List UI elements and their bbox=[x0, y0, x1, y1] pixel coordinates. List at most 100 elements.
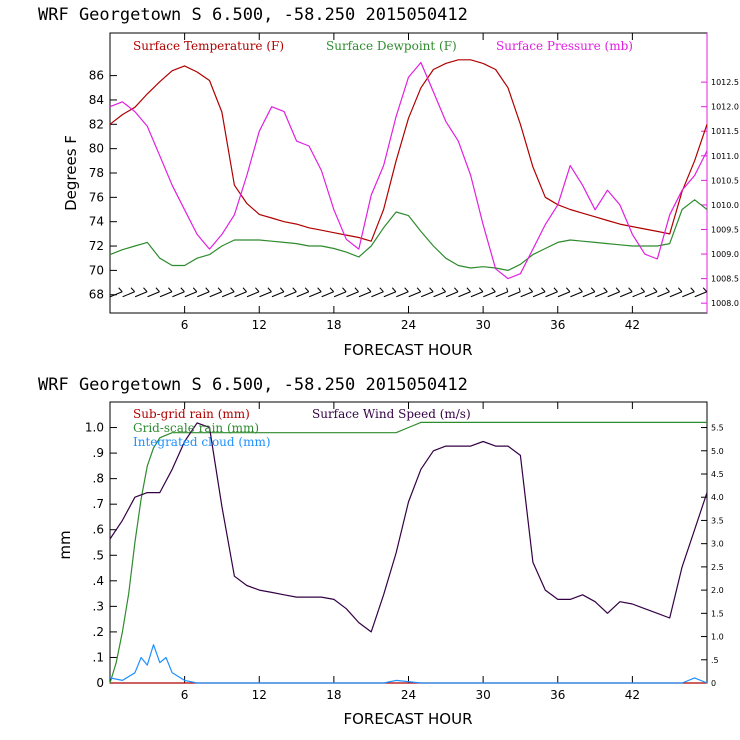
wind-barb-flag bbox=[541, 287, 546, 293]
wind-barb bbox=[259, 291, 272, 298]
wind-barb-flag bbox=[404, 287, 409, 293]
wind-barb bbox=[682, 291, 695, 298]
wind-barb-flag bbox=[590, 287, 596, 293]
wind-barb bbox=[346, 291, 359, 298]
wind-barb-flag bbox=[429, 287, 434, 293]
panel1-x-tick-label: 42 bbox=[625, 318, 640, 332]
panel2-tick-labels: 6 12 18 24 30 36 42 0 .1 .2 .3 .4 .5 .6 .7 .8 .9 1.0 0 .5 1.… bbox=[85, 421, 724, 702]
panel1-y2-tick-label: 1009.5 bbox=[711, 225, 739, 234]
wind-barb bbox=[396, 291, 409, 298]
panel1-ticks bbox=[110, 33, 707, 313]
panel2-x-tick-label: 24 bbox=[401, 688, 416, 702]
wind-barb-flag bbox=[528, 287, 534, 293]
wind-barb bbox=[557, 291, 571, 298]
wind-barb bbox=[458, 291, 471, 298]
panel1-y2-tick-label: 1010.0 bbox=[711, 201, 739, 210]
wind-barb-flag bbox=[379, 287, 384, 293]
wind-barb bbox=[284, 291, 297, 298]
wind-barb bbox=[520, 291, 533, 298]
panel1-y-tick-label: 68 bbox=[89, 288, 104, 302]
panel2-y-tick-label: .6 bbox=[93, 523, 104, 537]
wind-barb-flag bbox=[478, 287, 484, 293]
legend-pressure: Surface Pressure (mb) bbox=[496, 39, 633, 53]
panel2-x-tick-label: 6 bbox=[181, 688, 189, 702]
wind-barb bbox=[333, 291, 347, 298]
panel2-x-tick-label: 30 bbox=[475, 688, 490, 702]
panel1-series bbox=[109, 59, 708, 280]
wind-barb-flag bbox=[553, 287, 558, 293]
wind-barb bbox=[134, 291, 148, 298]
wind-barb-flag bbox=[279, 287, 285, 293]
wind-barb bbox=[619, 291, 633, 298]
wind-barb-flag bbox=[491, 287, 496, 293]
wind-barb-flag bbox=[441, 287, 446, 293]
wind-barb bbox=[383, 291, 397, 298]
panel2-y-tick-label: .9 bbox=[93, 446, 104, 460]
wind-barb bbox=[371, 291, 384, 298]
wind-barb bbox=[321, 291, 334, 298]
panel1-y-tick-label: 78 bbox=[89, 166, 104, 180]
wind-barb bbox=[607, 291, 620, 298]
panel2-y-axis-title: mm bbox=[56, 530, 74, 559]
panel2-y-tick-label: .5 bbox=[93, 548, 104, 562]
panel2-ticks bbox=[110, 402, 707, 684]
wind-barb-flag bbox=[466, 287, 471, 293]
wind-barb-flag bbox=[354, 287, 359, 293]
wind-barb-flag bbox=[130, 287, 136, 293]
wind-barb bbox=[445, 291, 459, 298]
wind-barb-flag bbox=[155, 287, 160, 293]
legend-temperature: Surface Temperature (F) bbox=[133, 39, 284, 53]
wind-barb bbox=[296, 291, 309, 298]
panel1-x-tick-label: 6 bbox=[181, 318, 189, 332]
wind-barb-flag bbox=[342, 287, 347, 293]
panel1-x-tick-label: 36 bbox=[550, 318, 565, 332]
wind-barb bbox=[433, 291, 446, 298]
panel1-x-tick-label: 30 bbox=[475, 318, 490, 332]
panel1-series-surface-temperature-f bbox=[109, 59, 708, 242]
wind-barb bbox=[532, 291, 546, 298]
panel2-series bbox=[109, 421, 708, 684]
panel1-y-tick-label: 84 bbox=[89, 93, 104, 107]
wind-barb bbox=[246, 291, 260, 298]
wind-barb-flag bbox=[565, 287, 571, 293]
panel2-y2-tick-label: 3.0 bbox=[711, 540, 724, 549]
wind-barb bbox=[408, 291, 421, 298]
panel2-y-tick-label: .1 bbox=[93, 650, 104, 664]
wind-barb bbox=[669, 291, 683, 298]
wind-barb bbox=[358, 291, 372, 298]
panel2-x-tick-label: 18 bbox=[326, 688, 341, 702]
legend-integrated-cloud: Integrated cloud (mm) bbox=[133, 435, 271, 449]
panel2-series-surface-wind-speed-m-s bbox=[109, 422, 708, 633]
panel2-y-tick-label: .4 bbox=[93, 574, 104, 588]
panel2-y2-tick-label: 5.5 bbox=[711, 424, 724, 433]
wind-barb-flag bbox=[255, 287, 260, 293]
wind-barb bbox=[545, 291, 558, 298]
wind-barb-flag bbox=[167, 287, 173, 293]
panel2-y-tick-label: .2 bbox=[93, 625, 104, 639]
wind-barb-flag bbox=[391, 287, 397, 293]
wind-barb bbox=[694, 291, 707, 298]
panel2-title: WRF Georgetown S 6.500, -58.250 20150504… bbox=[38, 375, 468, 395]
panel2-x-tick-label: 36 bbox=[550, 688, 565, 702]
wind-barb bbox=[470, 291, 484, 298]
panel2-y-tick-label: 1.0 bbox=[85, 421, 104, 435]
panel2-series-grid-scale-rain-mm bbox=[109, 421, 707, 684]
panel2-y2-tick-label: 2.0 bbox=[711, 586, 724, 595]
panel1-y2-tick-label: 1011.5 bbox=[711, 127, 739, 136]
wind-barb-flag bbox=[118, 287, 123, 293]
wind-barb-flag bbox=[192, 287, 198, 293]
panel1-y2-tick-label: 1012.0 bbox=[711, 103, 739, 112]
panel2-y2-tick-label: 4.5 bbox=[711, 470, 724, 479]
panel2-y2-tick-label: 4.0 bbox=[711, 493, 724, 502]
wind-barb-flag bbox=[653, 287, 658, 293]
wind-barb-flag bbox=[143, 287, 148, 293]
wind-barb-flag bbox=[366, 287, 372, 293]
panel1-y2-tick-label: 1011.0 bbox=[711, 152, 739, 161]
wind-barb-flag bbox=[317, 287, 322, 293]
wind-barb bbox=[657, 291, 670, 298]
wind-barb-flag bbox=[416, 287, 422, 293]
panel1-y-tick-label: 80 bbox=[89, 142, 104, 156]
wind-barb bbox=[644, 291, 658, 298]
panel2-series-integrated-cloud-mm bbox=[109, 644, 708, 684]
panel2-x-tick-label: 42 bbox=[625, 688, 640, 702]
